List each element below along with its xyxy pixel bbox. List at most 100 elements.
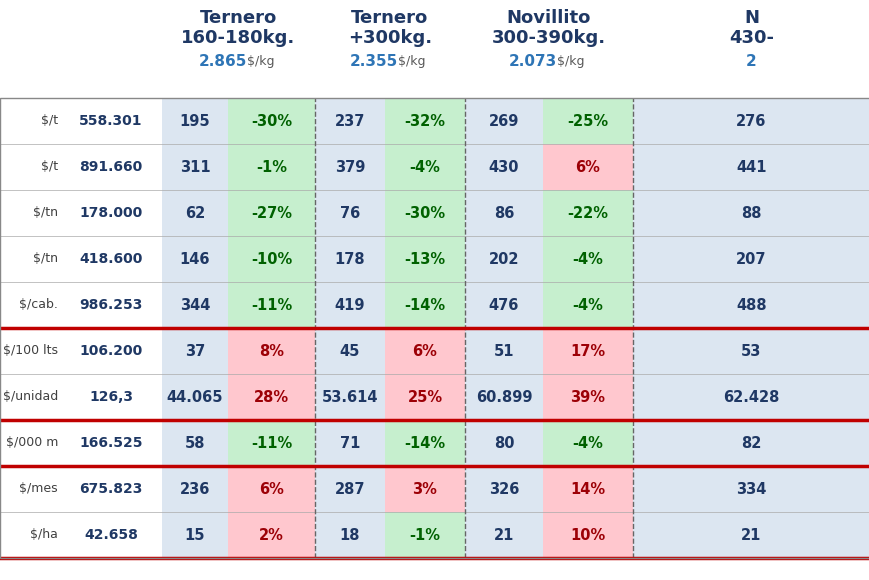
Text: 2.865: 2.865 [198, 55, 247, 70]
Text: 28%: 28% [254, 390, 289, 404]
Text: 344: 344 [180, 298, 210, 313]
Text: $/t: $/t [41, 161, 58, 173]
Bar [464, 98, 542, 144]
Bar [0, 282, 162, 328]
Text: 51: 51 [494, 343, 514, 358]
Text: 430-: 430- [728, 29, 773, 47]
Bar [542, 374, 633, 420]
Bar [162, 98, 228, 144]
Text: 106.200: 106.200 [79, 344, 143, 358]
Bar [162, 420, 228, 466]
Bar [385, 190, 464, 236]
Text: $/cab.: $/cab. [19, 299, 58, 311]
Bar [385, 282, 464, 328]
Text: 986.253: 986.253 [79, 298, 143, 312]
Text: 195: 195 [180, 114, 210, 129]
Bar [0, 144, 162, 190]
Text: 76: 76 [340, 205, 360, 220]
Text: $/mes: $/mes [19, 483, 58, 495]
Bar [385, 328, 464, 374]
Text: $/kg: $/kg [398, 56, 425, 68]
Bar [228, 236, 315, 282]
Text: 160-180kg.: 160-180kg. [181, 29, 295, 47]
Text: 311: 311 [180, 160, 210, 175]
Bar [542, 512, 633, 558]
Bar [385, 98, 464, 144]
Bar [385, 144, 464, 190]
Bar [464, 420, 542, 466]
Text: 891.660: 891.660 [79, 160, 143, 174]
Text: 15: 15 [184, 527, 205, 542]
Text: Ternero: Ternero [200, 9, 277, 27]
Bar [464, 190, 542, 236]
Bar [228, 420, 315, 466]
Bar [162, 190, 228, 236]
Text: N: N [743, 9, 758, 27]
Text: 37: 37 [184, 343, 205, 358]
Text: 86: 86 [494, 205, 514, 220]
Text: +300kg.: +300kg. [348, 29, 432, 47]
Text: -27%: -27% [251, 205, 292, 220]
Bar [162, 282, 228, 328]
Text: 488: 488 [735, 298, 766, 313]
Text: 441: 441 [735, 160, 766, 175]
Text: 42.658: 42.658 [84, 528, 138, 542]
Text: Ternero: Ternero [351, 9, 428, 27]
Text: -1%: -1% [409, 527, 440, 542]
Bar [464, 328, 542, 374]
Text: 276: 276 [735, 114, 766, 129]
Text: 178: 178 [335, 252, 365, 266]
Bar [633, 282, 869, 328]
Text: -22%: -22% [567, 205, 607, 220]
Bar [315, 466, 385, 512]
Bar [542, 98, 633, 144]
Bar [385, 466, 464, 512]
Text: 675.823: 675.823 [79, 482, 143, 496]
Text: 237: 237 [335, 114, 365, 129]
Text: 14%: 14% [570, 481, 605, 496]
Bar [464, 512, 542, 558]
Bar [315, 98, 385, 144]
Bar [315, 328, 385, 374]
Text: 6%: 6% [259, 481, 283, 496]
Text: 202: 202 [488, 252, 519, 266]
Bar [464, 282, 542, 328]
Bar [385, 374, 464, 420]
Text: -13%: -13% [404, 252, 445, 266]
Text: -30%: -30% [250, 114, 292, 129]
Bar [315, 420, 385, 466]
Text: -11%: -11% [250, 436, 292, 451]
Bar [315, 190, 385, 236]
Text: 126,3: 126,3 [89, 390, 133, 404]
Text: 419: 419 [335, 298, 365, 313]
Text: 166.525: 166.525 [79, 436, 143, 450]
Text: $/tn: $/tn [33, 206, 58, 219]
Bar [162, 374, 228, 420]
Bar [542, 328, 633, 374]
Text: -4%: -4% [572, 436, 603, 451]
Text: 71: 71 [340, 436, 360, 451]
Text: 60.899: 60.899 [475, 390, 532, 404]
Text: 58: 58 [184, 436, 205, 451]
Text: 10%: 10% [570, 527, 605, 542]
Text: 2.073: 2.073 [508, 55, 556, 70]
Text: 80: 80 [494, 436, 514, 451]
Bar [0, 0, 869, 98]
Bar [464, 236, 542, 282]
Text: 8%: 8% [259, 343, 283, 358]
Text: -4%: -4% [572, 298, 603, 313]
Text: 326: 326 [488, 481, 519, 496]
Text: 178.000: 178.000 [79, 206, 143, 220]
Bar [542, 420, 633, 466]
Text: -25%: -25% [567, 114, 607, 129]
Bar [633, 374, 869, 420]
Text: -10%: -10% [250, 252, 292, 266]
Bar [385, 236, 464, 282]
Text: $/ha: $/ha [30, 528, 58, 542]
Text: 6%: 6% [412, 343, 437, 358]
Text: -14%: -14% [404, 298, 445, 313]
Bar [228, 328, 315, 374]
Bar [228, 374, 315, 420]
Text: $/100 lts: $/100 lts [3, 345, 58, 357]
Bar [228, 190, 315, 236]
